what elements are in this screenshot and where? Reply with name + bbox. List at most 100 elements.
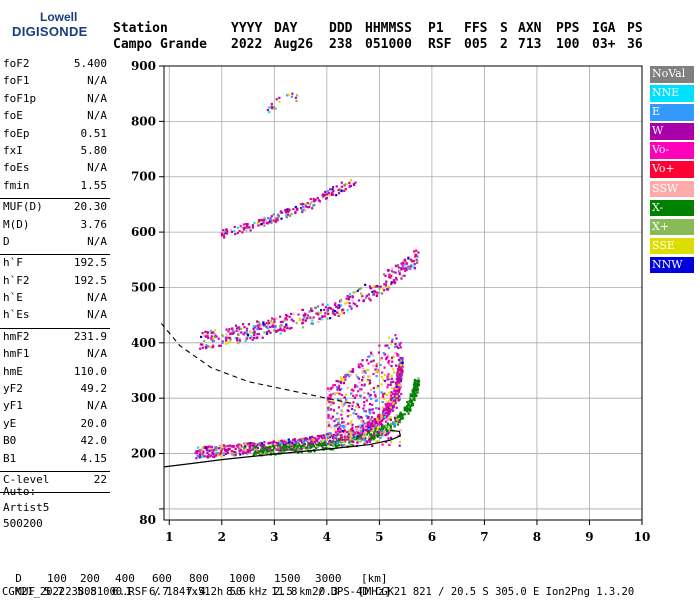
- echo-point: [279, 451, 282, 454]
- echo-point: [349, 179, 353, 182]
- echo-point: [333, 438, 337, 442]
- echo-point: [303, 311, 307, 315]
- y-tick-label: 700: [131, 170, 156, 184]
- echo-point: [342, 308, 345, 311]
- echo-point: [365, 296, 368, 299]
- echo-point: [246, 452, 249, 456]
- echo-point: [348, 370, 351, 373]
- echo-point: [374, 393, 377, 396]
- echo-point: [262, 221, 265, 224]
- echo-point: [397, 399, 400, 402]
- echo-point: [283, 449, 286, 452]
- echo-point: [253, 331, 256, 334]
- param-value: N/A: [87, 234, 107, 248]
- echo-point: [293, 441, 296, 444]
- echo-point: [208, 455, 211, 458]
- echo-point: [375, 422, 378, 425]
- param-key: fxI: [3, 143, 23, 157]
- echo-point: [368, 420, 371, 423]
- echo-point: [398, 398, 402, 401]
- echo-point: [342, 440, 346, 443]
- echo-point: [351, 388, 354, 391]
- echo-point: [283, 319, 286, 322]
- echo-point: [270, 102, 273, 106]
- echo-point: [317, 313, 320, 316]
- header-value-9: 100: [556, 37, 580, 52]
- echo-point: [256, 451, 259, 454]
- echo-point: [356, 376, 359, 379]
- param-row: hmE 110.0: [0, 365, 110, 382]
- echo-point: [268, 221, 271, 224]
- echo-point: [348, 439, 351, 443]
- param-key: foEp: [3, 126, 30, 140]
- echo-point: [229, 338, 232, 341]
- echo-point: [387, 437, 390, 440]
- param-row: fmin 1.55: [0, 179, 110, 196]
- echo-point: [354, 303, 357, 306]
- echo-point: [234, 324, 238, 327]
- header-value-10: 03+: [592, 37, 616, 52]
- echo-point: [281, 320, 284, 323]
- echo-point: [302, 443, 305, 446]
- echo-point: [339, 381, 343, 385]
- param-row: M(D) 3.76: [0, 218, 110, 235]
- echo-point: [303, 442, 307, 446]
- echo-point: [304, 318, 307, 321]
- echo-point: [327, 396, 330, 399]
- echo-point: [398, 420, 401, 424]
- echo-point: [364, 423, 367, 426]
- echo-point: [413, 381, 416, 384]
- echo-point: [244, 451, 247, 454]
- echo-point: [248, 447, 251, 450]
- echo-point: [386, 433, 389, 436]
- echo-point: [224, 342, 228, 345]
- echo-point: [369, 388, 373, 391]
- param-key: B1: [3, 451, 17, 465]
- echo-point: [375, 365, 378, 368]
- echo-point: [396, 352, 399, 356]
- echo-point: [409, 397, 412, 400]
- echo-point: [411, 260, 414, 263]
- echo-point: [356, 441, 359, 444]
- echo-point: [203, 339, 206, 343]
- echo-point: [365, 425, 368, 428]
- echo-point: [238, 327, 241, 330]
- echo-point: [329, 400, 332, 403]
- echo-point: [396, 264, 400, 267]
- echo-point: [256, 443, 259, 446]
- echo-point: [367, 369, 370, 372]
- echo-point: [274, 444, 277, 447]
- echo-point: [295, 321, 298, 325]
- echo-point: [362, 299, 366, 302]
- echo-point: [304, 209, 307, 212]
- echo-point: [376, 417, 379, 421]
- echo-point: [384, 284, 387, 287]
- echo-point: [309, 446, 312, 450]
- echo-point: [335, 311, 339, 314]
- echo-point: [408, 406, 411, 410]
- echo-point: [412, 265, 415, 268]
- echo-point: [382, 431, 385, 434]
- echo-point: [361, 370, 364, 373]
- param-key: h`Es: [3, 308, 30, 322]
- echo-point: [394, 352, 397, 355]
- echo-point: [223, 445, 226, 448]
- echo-point: [333, 383, 337, 387]
- echo-point: [395, 384, 398, 387]
- echo-point: [279, 325, 282, 328]
- echo-point: [267, 323, 270, 326]
- echo-point: [336, 392, 339, 395]
- echo-point: [392, 355, 395, 358]
- echo-point: [260, 327, 263, 330]
- legend: NoVal NNE E W Vo- Vo+ SSW X- X+ SSE NNW: [650, 66, 694, 276]
- echo-point: [389, 424, 392, 427]
- echo-point: [270, 320, 273, 323]
- echo-point: [345, 297, 348, 300]
- echo-point: [294, 440, 297, 443]
- echo-point: [224, 229, 228, 232]
- echo-point: [284, 317, 288, 320]
- echo-point: [199, 347, 202, 350]
- echo-point: [394, 387, 397, 390]
- echo-point: [362, 436, 365, 439]
- echo-point: [369, 422, 372, 425]
